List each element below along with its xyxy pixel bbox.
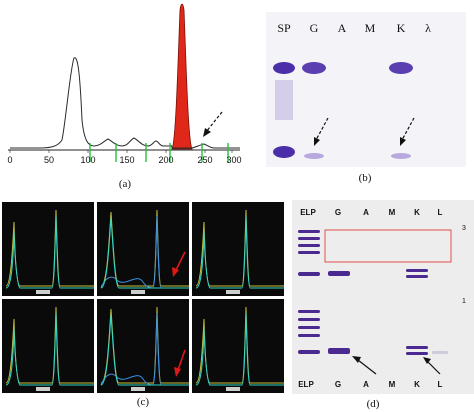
lane-label-a: A: [363, 380, 369, 389]
band: [406, 275, 428, 278]
lane-labels: SP G A M K λ: [277, 21, 431, 35]
m-protein-peak: [171, 3, 193, 150]
lane-label-g: G: [335, 380, 341, 389]
tick-label: 50: [44, 155, 54, 165]
band: [298, 251, 320, 254]
electropherogram-plot: 0 50 100 150 200 250 300: [7, 3, 242, 165]
lane-label-m: M: [389, 380, 396, 389]
band: [298, 326, 320, 329]
lane-label-sp: SP: [277, 21, 291, 35]
tick-label: 0: [7, 155, 12, 165]
red-arrow-icon: [172, 251, 186, 277]
band: [302, 62, 326, 74]
band: [273, 62, 295, 74]
lane-label-lambda: λ: [425, 21, 431, 35]
band: [298, 334, 320, 337]
lane-label-k: K: [397, 21, 406, 35]
lane-k: [389, 62, 413, 159]
capillary-trace-grid: [2, 202, 285, 393]
lane-label-m: M: [365, 21, 376, 35]
lane-label-l: L: [438, 208, 443, 217]
band: [406, 346, 428, 349]
panel-c-capillary-traces: (c): [0, 200, 290, 412]
lane-label-elp: ELP: [298, 380, 314, 389]
band: [298, 350, 320, 354]
tick-label: 300: [226, 155, 241, 165]
lane-labels-bottom: ELP G A M K L: [298, 380, 442, 389]
immunofixation-gel-elp: ELP G A M K L ELP G A M K L 3 1: [292, 200, 474, 394]
band: [328, 271, 350, 276]
panel-b-immunofixation: SP G A M K λ: [262, 0, 474, 185]
band: [406, 269, 428, 272]
lane-label-g: G: [335, 208, 341, 217]
lane-g: [328, 271, 350, 354]
immunofixation-gel: SP G A M K λ: [266, 12, 466, 167]
panel-caption-c: (c): [136, 396, 150, 408]
lane-label-k: K: [414, 208, 420, 217]
arrow-icon: [352, 356, 377, 375]
side-mark: 3: [462, 225, 466, 232]
red-arrow-icon: [174, 349, 186, 377]
lane-label-g: G: [310, 21, 319, 35]
band: [273, 146, 295, 158]
band: [298, 230, 320, 233]
band: [298, 272, 320, 276]
lane-label-k: K: [414, 380, 420, 389]
panel-a-electropherogram: 0 50 100 150 200 250 300 (a): [0, 0, 250, 195]
electropherogram-trace: [10, 57, 240, 149]
tick-label: 250: [197, 155, 212, 165]
panel-caption-b: (b): [358, 172, 372, 184]
panel-caption-d: (d): [366, 398, 380, 410]
lane-label-a: A: [338, 21, 347, 35]
tick-label: 200: [158, 155, 173, 165]
fraction-markers: [89, 143, 229, 162]
side-marks: 3 1: [462, 225, 466, 305]
smear: [275, 80, 293, 120]
band: [406, 352, 428, 355]
arrow-icon: [400, 117, 415, 146]
trace-cell: [2, 299, 95, 393]
lane-label-l: L: [438, 380, 443, 389]
lane-sp: [273, 62, 295, 158]
lane-k: [406, 269, 428, 355]
arrow-icon: [423, 357, 441, 375]
band: [298, 318, 320, 321]
lane-g: [302, 62, 326, 159]
lane-label-m: M: [389, 208, 396, 217]
lane-label-a: A: [363, 208, 369, 217]
lane-label-elp: ELP: [300, 208, 316, 217]
band: [328, 348, 350, 354]
trace-cell: [192, 202, 285, 296]
tick-label: 150: [119, 155, 134, 165]
panel-caption-a: (a): [118, 178, 132, 190]
trace-cell: [97, 299, 190, 393]
gel-background: [266, 12, 466, 167]
trace-cell: [97, 202, 190, 296]
band: [298, 244, 320, 247]
x-axis-tick-labels: 0 50 100 150 200 250 300: [7, 155, 241, 165]
band: [391, 153, 411, 159]
tick-label: 100: [80, 155, 95, 165]
band: [304, 153, 324, 159]
faint-band: [432, 351, 448, 354]
elp-ladder: [298, 230, 320, 354]
trace-cell: [2, 202, 95, 296]
lane-labels-top: ELP G A M K L: [300, 208, 442, 217]
band: [298, 237, 320, 240]
trace-cell: [192, 299, 285, 393]
side-mark: 1: [462, 298, 466, 305]
gel-background: [292, 200, 474, 394]
band: [389, 62, 413, 74]
band: [298, 310, 320, 313]
arrow-icon: [203, 111, 223, 137]
panel-d-immunofixation: ELP G A M K L ELP G A M K L 3 1: [292, 200, 474, 412]
x-axis-minor-ticks: [9, 150, 233, 153]
highlight-box: [324, 229, 452, 263]
arrow-icon: [314, 117, 329, 146]
